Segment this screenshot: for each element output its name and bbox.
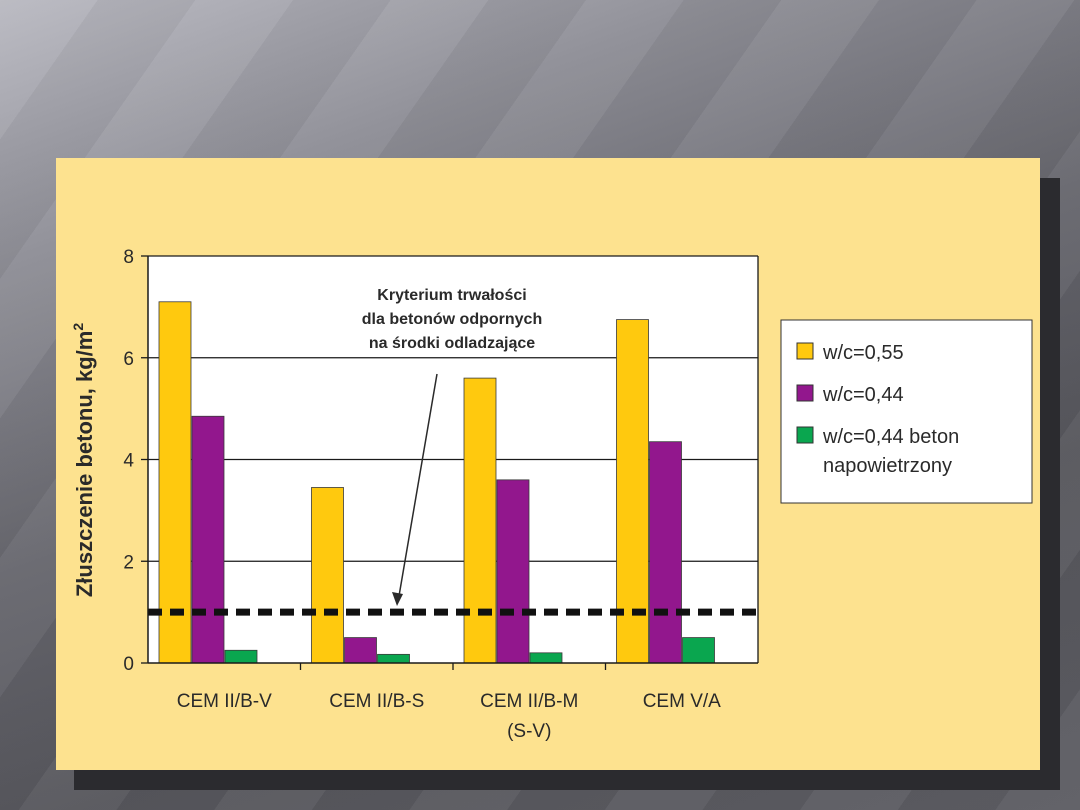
y-tick-label-8: 8 — [123, 247, 134, 268]
legend-label-wc044: w/c=0,44 — [822, 384, 904, 406]
y-tick-label-6: 6 — [123, 349, 134, 370]
y-tick-label-2: 2 — [123, 552, 134, 573]
legend-swatch-wc044-air — [796, 426, 814, 444]
bar-3-3 — [529, 652, 563, 664]
bar-3-1 — [224, 649, 258, 664]
legend-swatch-wc044 — [796, 384, 814, 402]
criterion-label-line-1: Kryterium trwałości — [377, 287, 526, 304]
bar-3-2 — [377, 653, 410, 664]
bar-1-2 — [311, 487, 344, 664]
y-axis-label-text: Złuszczenie betonu, kg/m — [72, 331, 97, 597]
legend-label-wc055: w/c=0,55 — [822, 342, 904, 364]
x-tick-label-1: CEM II/B-V — [177, 691, 272, 712]
bar-1-4 — [616, 319, 649, 664]
criterion-arrow-line — [398, 373, 438, 597]
bar-2-4 — [649, 441, 682, 664]
criterion-annotation: Kryterium trwałości dla betonów odpornyc… — [362, 287, 542, 606]
legend-box — [780, 319, 1033, 504]
x-tick-label-4: CEM V/A — [643, 691, 721, 712]
bar-1-3 — [463, 377, 497, 664]
y-axis-label: Złuszczenie betonu, kg/m2 — [70, 323, 97, 597]
bar-2-3 — [496, 479, 530, 664]
bar-2-2 — [344, 637, 377, 664]
legend: w/c=0,55 w/c=0,44 w/c=0,44 beton napowie… — [780, 319, 1033, 504]
legend-swatch-wc055 — [796, 342, 814, 360]
y-tick-label-4: 4 — [123, 451, 134, 472]
legend-label-wc044-air-line-2: napowietrzony — [823, 455, 952, 477]
x-tick-label-3: CEM II/B-M — [480, 691, 578, 712]
bar-3-4 — [682, 637, 715, 664]
x-tick-label-3-line-2: (S-V) — [507, 721, 551, 742]
legend-label-wc044-air-line-1: w/c=0,44 beton — [822, 426, 959, 448]
y-axis-label-superscript: 2 — [70, 323, 86, 331]
criterion-label-line-3: na środki odladzające — [369, 335, 535, 352]
axes: 0 2 4 6 8 CEM II/B-V CEM II/B-S CEM II/B-M (S-V)… — [123, 247, 759, 742]
criterion-arrow-head — [392, 592, 403, 606]
criterion-label-line-2: dla betonów odpornych — [362, 311, 542, 328]
bar-2-1 — [191, 415, 225, 664]
x-tick-label-2: CEM II/B-S — [329, 691, 424, 712]
y-tick-label-0: 0 — [123, 654, 134, 675]
